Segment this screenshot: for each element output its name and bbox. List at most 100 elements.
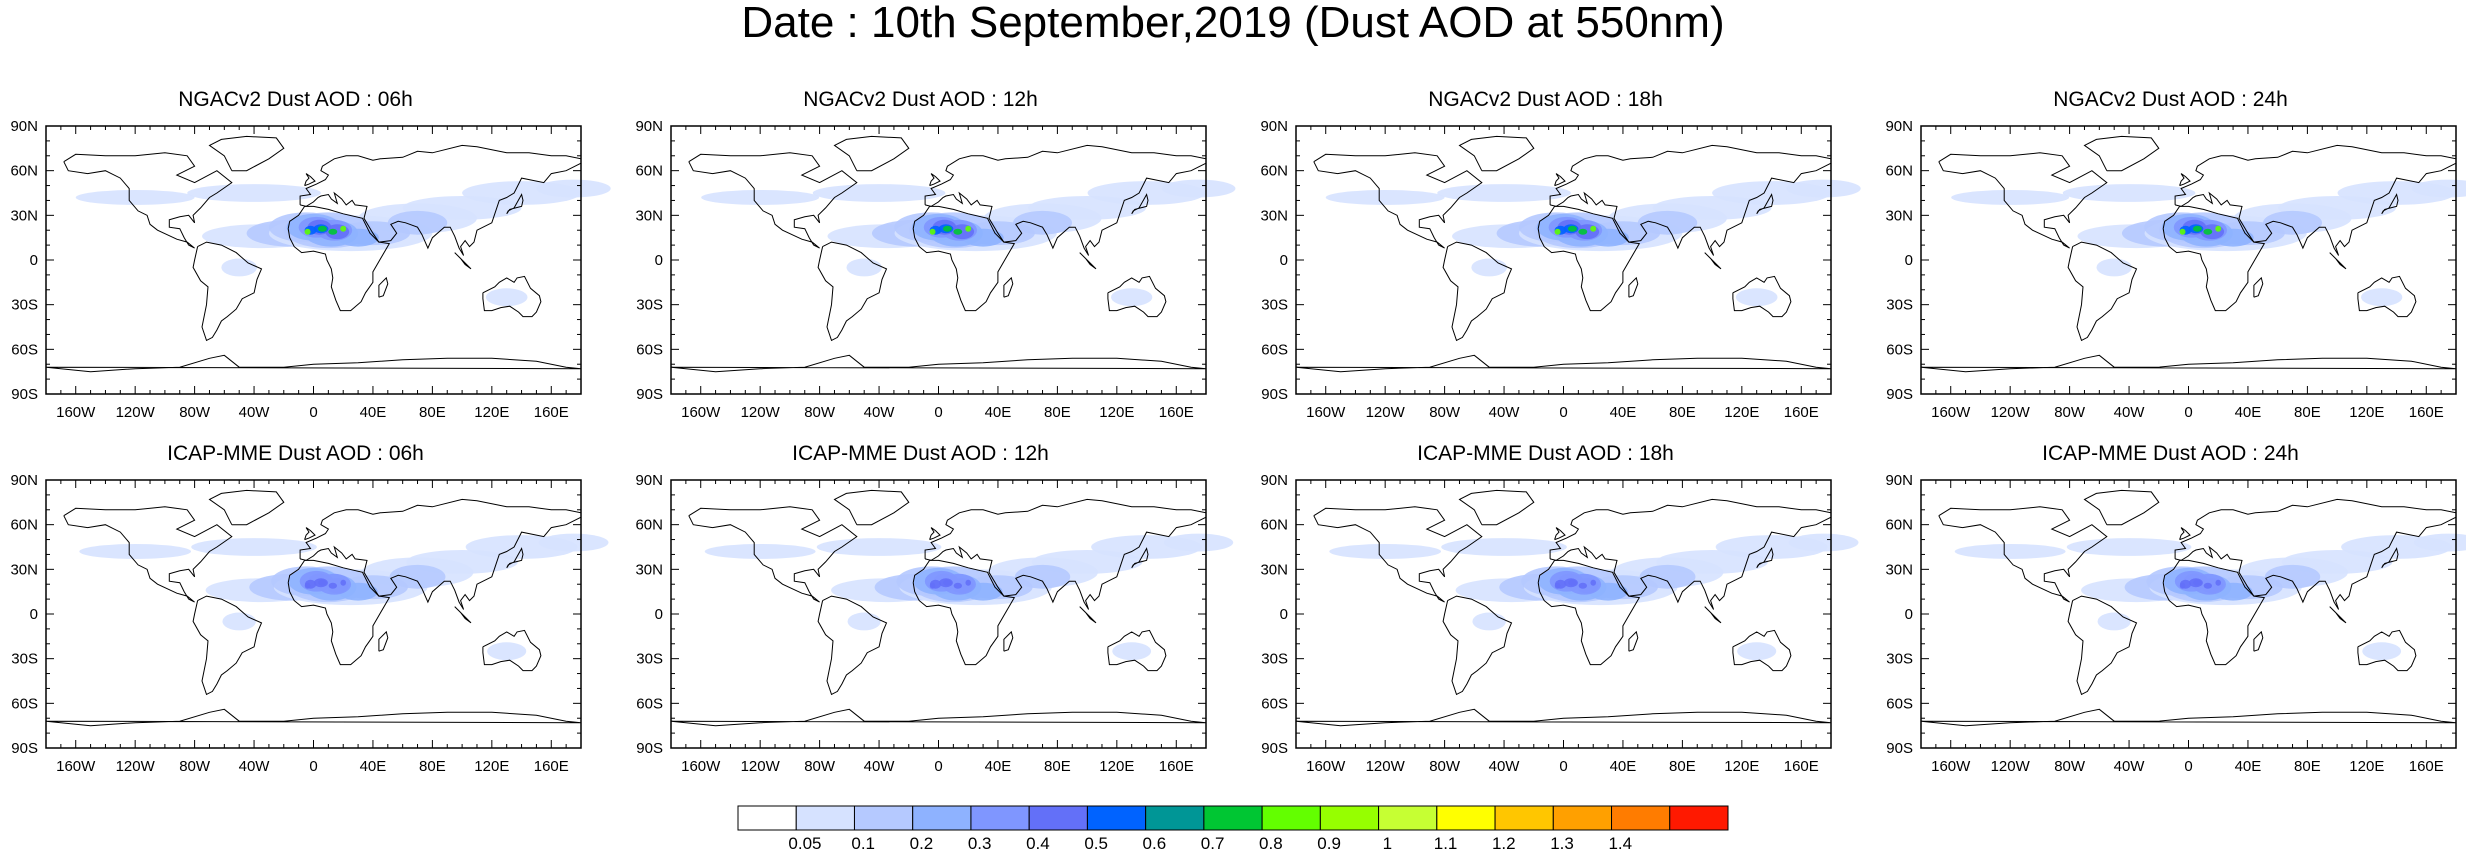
coastline	[1003, 276, 1014, 298]
panel-title: NGACv2 Dust AOD : 12h	[803, 88, 1038, 111]
coastline	[1628, 276, 1639, 298]
coastline	[208, 135, 285, 172]
map-frame	[1920, 125, 2457, 395]
coastline	[454, 252, 472, 270]
ticks	[1295, 479, 1832, 749]
coastlines	[1295, 489, 1832, 749]
lon-tick-label: 120W	[1366, 758, 1406, 775]
dust-contour	[2361, 288, 2403, 307]
coastline	[1003, 630, 1014, 652]
coastlines	[1295, 135, 1832, 395]
lat-tick-label: 60S	[636, 341, 663, 358]
lat-tick-label: 90S	[11, 740, 38, 757]
lon-tick-label: 160W	[56, 758, 96, 775]
lat-tick-label: 90S	[636, 386, 663, 403]
lat-tick-label: 0	[1905, 252, 1913, 269]
colorbar-swatch	[737, 805, 797, 831]
coastline	[1295, 354, 1832, 373]
panel-title: ICAP-MME Dust AOD : 12h	[792, 442, 1049, 465]
colorbar-label: 1.4	[1608, 834, 1632, 853]
dust-contour	[2193, 579, 2202, 586]
coastline	[1704, 606, 1722, 624]
coastline	[929, 173, 941, 187]
coastline	[1107, 629, 1167, 672]
dust-contour	[2362, 642, 2402, 661]
panel-title: NGACv2 Dust AOD : 24h	[2053, 88, 2288, 111]
lon-tick-label: 40E	[2235, 758, 2262, 775]
coastline	[1756, 547, 1774, 569]
dust-contour	[1471, 258, 1508, 277]
ticks	[670, 125, 1207, 395]
lon-tick-label: 40E	[2235, 404, 2262, 421]
dust-contour	[846, 258, 882, 277]
map-plot: 90N 60N 30N 0 30S 60S 90S 160W 120W 80W 40W 0 40E 80E…	[635, 118, 1236, 421]
colorbar-label: 0.2	[910, 834, 934, 853]
dust-contour	[340, 579, 347, 586]
dust-contour	[2096, 258, 2132, 277]
coastline	[45, 354, 582, 373]
lon-tick-label: 80E	[1669, 404, 1696, 421]
dust-contour	[2192, 225, 2202, 232]
dust-contour	[2179, 228, 2186, 235]
dust-contour	[965, 579, 971, 586]
map-panel-ngacv2-06h: NGACv2 Dust AOD : 06h 90N 60N 30N 0 30S 60S 90…	[0, 88, 611, 468]
ticks	[1295, 125, 1832, 395]
dust-contour	[701, 190, 820, 205]
coastlines	[1920, 135, 2457, 395]
colorbar-label: 0.6	[1143, 834, 1167, 853]
map-plot: 90N 60N 30N 0 30S 60S 90S 160W 120W 80W 40W 0 40E 80E…	[1260, 118, 1861, 421]
coastline	[2329, 606, 2347, 624]
map-plot: 90N 60N 30N 0 30S 60S 90S 160W 120W 80W 40W 0 40E 80E…	[10, 118, 611, 421]
coastline	[482, 275, 542, 318]
dust-contour	[1639, 564, 1696, 589]
lon-tick-label: 0	[309, 404, 317, 421]
lat-tick-label: 90S	[636, 740, 663, 757]
lat-tick-label: 60S	[11, 695, 38, 712]
dust-field	[79, 533, 609, 661]
lon-tick-label: 160E	[534, 758, 569, 775]
dust-contour	[1325, 190, 1445, 205]
dust-contour	[1161, 179, 1236, 198]
dust-contour	[1954, 544, 2066, 559]
dust-field	[1325, 179, 1861, 307]
lat-tick-label: 0	[1905, 606, 1913, 623]
lon-tick-label: 120E	[1724, 758, 1759, 775]
colorbar-swatch	[1319, 805, 1380, 831]
dust-contour	[1441, 538, 1567, 556]
dust-contour	[1112, 642, 1152, 661]
lon-tick-label: 40E	[985, 404, 1012, 421]
dust-contour	[340, 225, 347, 232]
lat-tick-label: 60N	[635, 163, 663, 180]
coastline	[2357, 629, 2417, 672]
dust-contour	[389, 564, 446, 589]
dust-contour	[221, 258, 258, 277]
lon-tick-label: 160W	[1306, 404, 1346, 421]
coastline	[287, 205, 391, 312]
dust-contour	[1472, 612, 1506, 631]
lat-tick-label: 60S	[1261, 341, 1288, 358]
map-frame	[45, 125, 582, 395]
panel-title: ICAP-MME Dust AOD : 18h	[1417, 442, 1674, 465]
coastline	[1442, 241, 1513, 342]
lon-tick-label: 80E	[1044, 758, 1071, 775]
coastlines	[670, 135, 1207, 395]
coastline	[2179, 173, 2191, 187]
coastline	[2067, 595, 2138, 696]
lat-tick-label: 30N	[1260, 207, 1288, 224]
dust-contour	[1578, 582, 1588, 589]
lat-tick-label: 60S	[11, 341, 38, 358]
coastline	[2174, 144, 2457, 256]
map-panel-icap-18h: ICAP-MME Dust AOD : 18h 90N 60N 30N 0 30S 60S…	[1250, 442, 1859, 822]
coastline	[2162, 205, 2266, 312]
panel-title: ICAP-MME Dust AOD : 24h	[2042, 442, 2299, 465]
map-plot: 90N 60N 30N 0 30S 60S 90S 160W 120W 80W 40W 0 40E 80E…	[10, 472, 609, 775]
lat-tick-label: 30S	[636, 651, 663, 668]
lon-tick-label: 80W	[1429, 404, 1461, 421]
dust-contour	[536, 179, 611, 198]
dust-contour	[187, 184, 321, 202]
coastline	[833, 135, 910, 172]
dust-contour	[2411, 179, 2466, 198]
lon-tick-label: 120E	[1724, 404, 1759, 421]
coastline	[1131, 547, 1149, 569]
lon-tick-label: 40W	[1489, 758, 1521, 775]
